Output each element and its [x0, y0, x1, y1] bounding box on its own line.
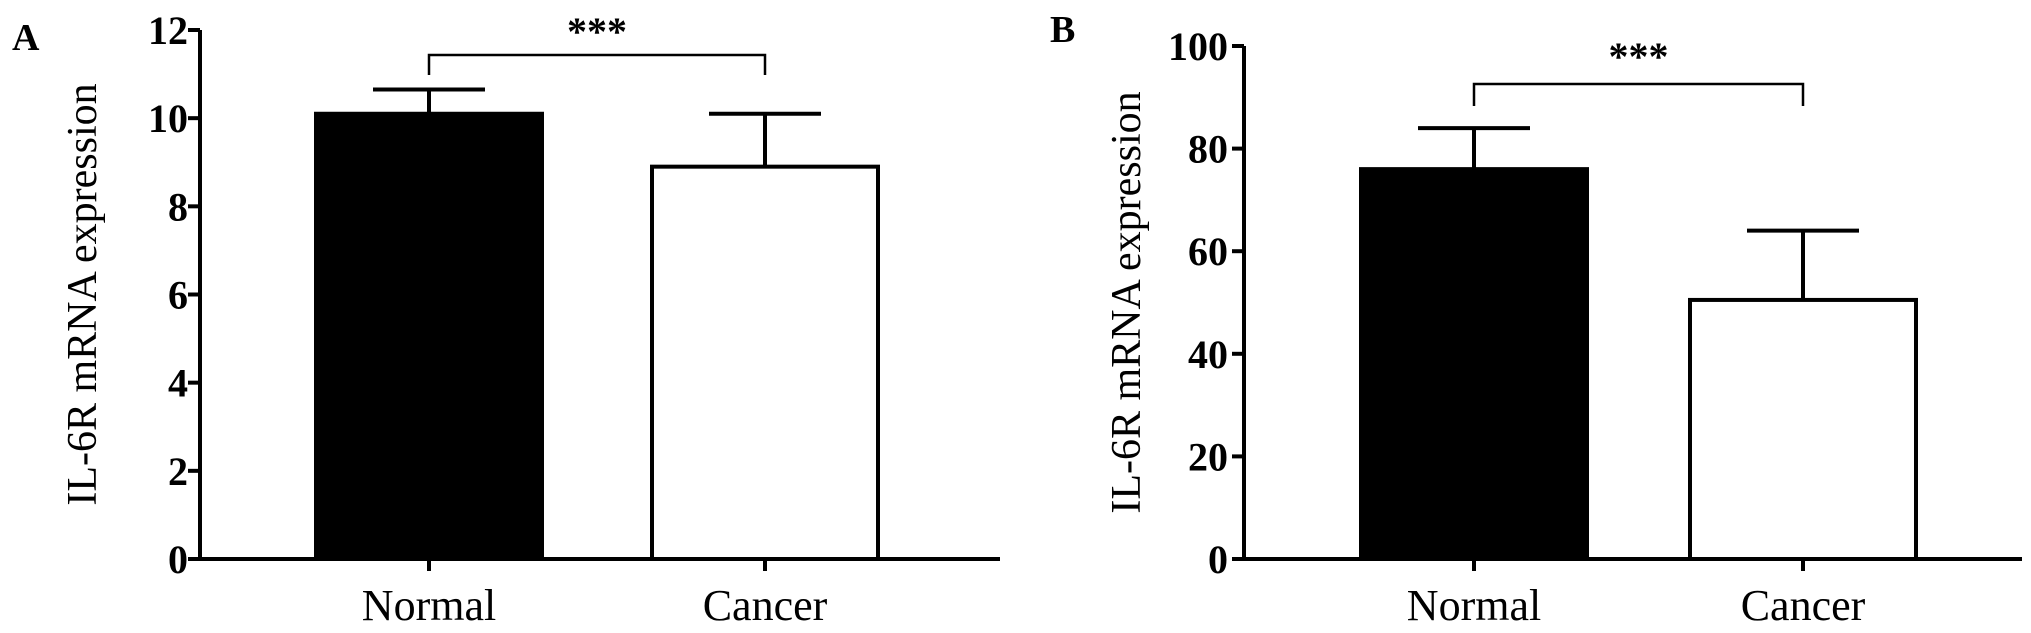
y-tick-label: 0 — [168, 537, 188, 582]
x-tick-label: Normal — [1407, 581, 1541, 630]
y-tick-label: 12 — [148, 8, 188, 53]
panel-a: A 0 2 4 6 8 10 12 IL-6R mRNA expression Normal Can… — [12, 8, 1000, 630]
y-tick-label: 80 — [1188, 127, 1228, 172]
bar-cancer — [650, 164, 880, 562]
significance-bracket — [427, 53, 767, 75]
y-tick-label: 20 — [1188, 434, 1228, 479]
y-tick-label: 0 — [1208, 537, 1228, 582]
significance-bracket — [1472, 82, 1805, 106]
bar-normal — [314, 111, 544, 561]
panel-b: B 0 20 40 60 80 100 IL-6R mRNA expression Normal… — [1050, 9, 2022, 630]
x-tick-label: Normal — [362, 581, 496, 630]
significance-label: *** — [567, 9, 627, 54]
y-tick-label: 10 — [148, 96, 188, 141]
y-tick-label: 2 — [168, 449, 188, 494]
bar-cancer — [1688, 297, 1918, 561]
y-axis-label: IL-6R mRNA expression — [60, 83, 106, 505]
y-tick-label: 8 — [168, 184, 188, 229]
y-tick-label: 6 — [168, 273, 188, 318]
y-tick-label: 4 — [168, 361, 188, 406]
y-tick-label: 100 — [1168, 24, 1228, 69]
panel-letter: A — [12, 17, 40, 59]
y-tick-label: 60 — [1188, 229, 1228, 274]
bar-normal — [1359, 167, 1589, 561]
x-tick-label: Cancer — [1741, 581, 1866, 630]
y-tick-label: 40 — [1188, 332, 1228, 377]
significance-label: *** — [1609, 34, 1669, 79]
y-axis-label: IL-6R mRNA expression — [1104, 91, 1150, 513]
x-tick-label: Cancer — [703, 581, 828, 630]
panel-letter: B — [1050, 9, 1075, 51]
